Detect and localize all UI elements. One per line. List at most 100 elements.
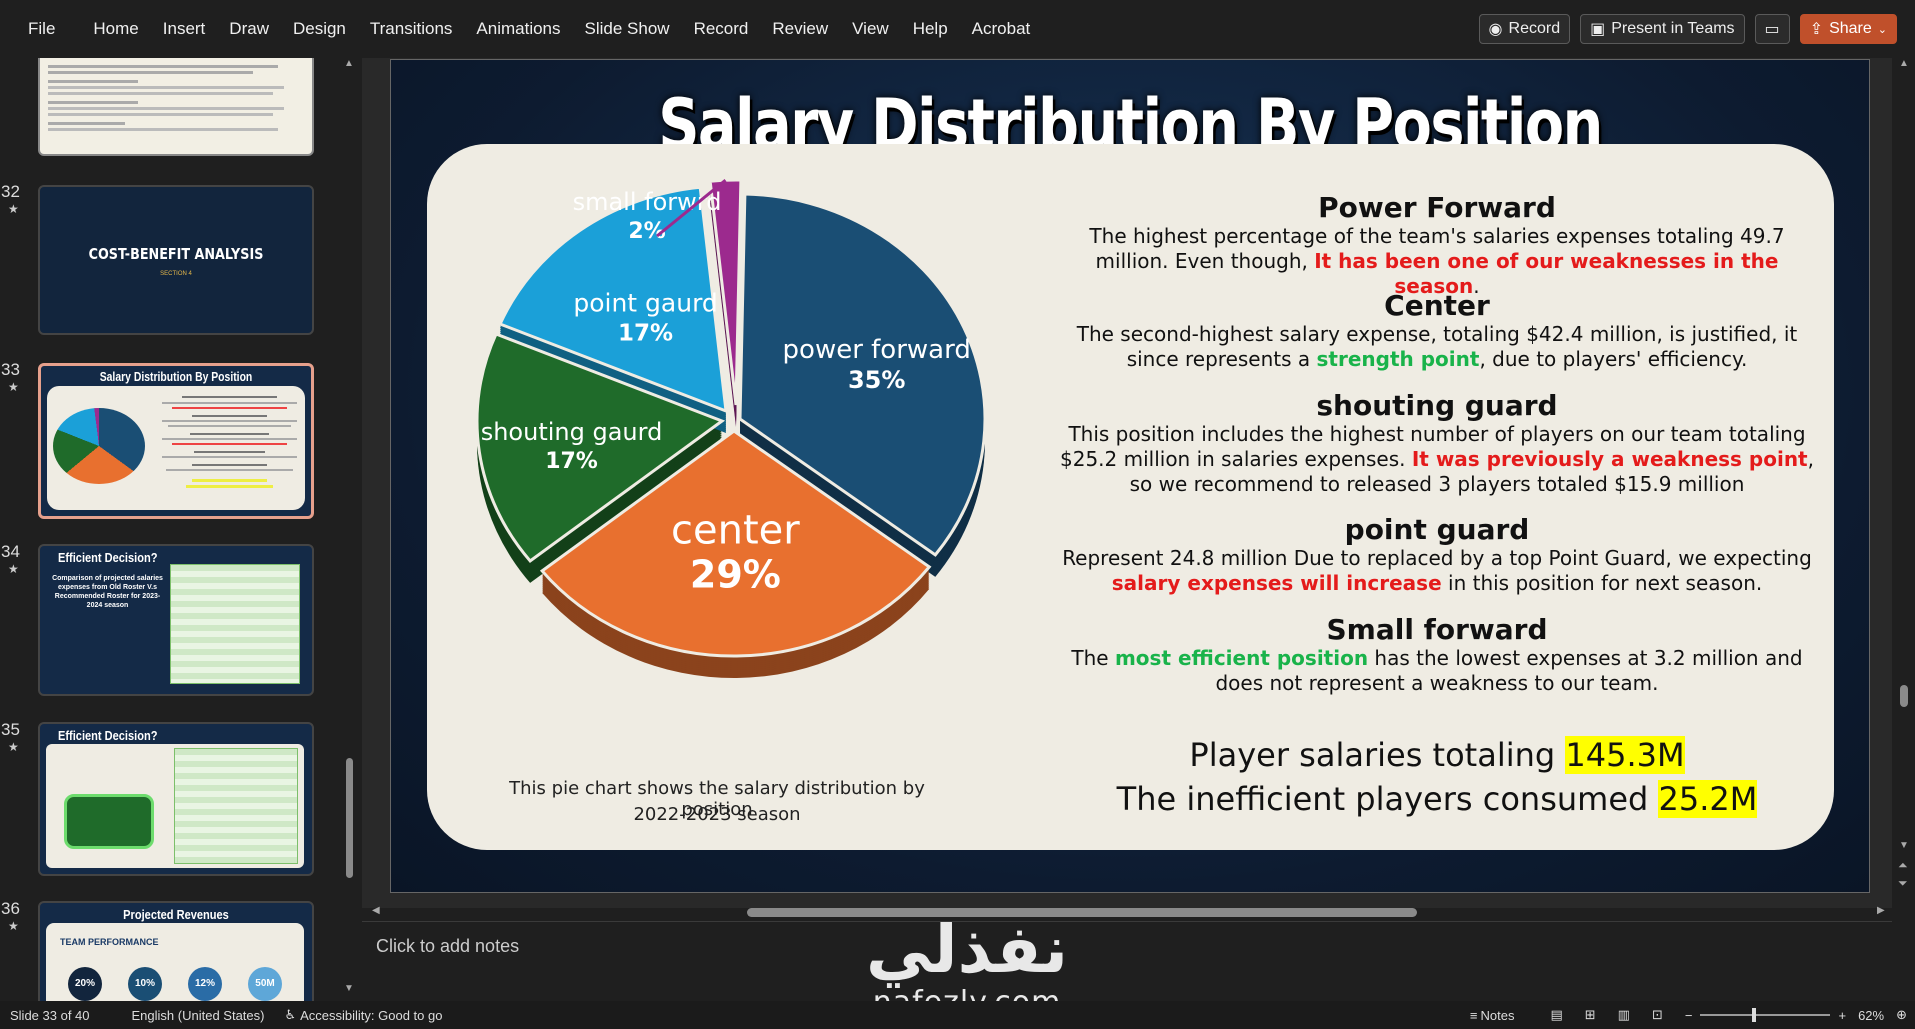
zoom-in-icon[interactable]: + [1838,1007,1847,1023]
star-icon: ★ [8,380,19,394]
language-indicator[interactable]: English (United States) [131,1007,265,1023]
slide-canvas[interactable]: Salary Distribution By Position power fo… [390,59,1870,893]
thumbnail-circle: 10% [128,967,162,1001]
pie-value-small-forwrd: 2% [628,219,665,244]
thumbnail-number: 33 [1,360,20,379]
notes-placeholder[interactable]: Click to add notes [376,936,520,956]
comments-button[interactable]: ▭ [1754,14,1790,44]
pie-slice-center [539,429,932,658]
total-salaries: Player salaries totaling 145.3M [1057,736,1817,774]
red-highlight: It has been one of our weaknesses in the… [1314,249,1779,298]
tab-draw[interactable]: Draw [229,19,269,38]
tab-acrobat[interactable]: Acrobat [971,19,1031,38]
content-panel: power forward 35% center 29% shouting gaurd 1… [427,144,1834,850]
scroll-up-icon: ▲ [1899,58,1909,69]
thumbnail-table [170,564,300,684]
scroll-down-icon: ▼ [344,983,354,994]
star-icon: ★ [8,919,19,933]
previous-slide-icon[interactable]: ⏶ [1898,858,1908,872]
zoom-slider[interactable] [1700,1008,1831,1022]
scrollbar-thumb[interactable] [1900,685,1908,707]
thumbnail-slide-36[interactable]: Projected Revenues TEAM PERFORMANCE 20% … [38,901,314,1001]
text: The highest percentage of the team's sal… [1089,224,1785,273]
share-icon: ⇪ [1809,21,1824,38]
tab-record[interactable]: Record [693,19,749,38]
notes-toggle[interactable]: Notes [1480,1007,1515,1023]
thumbnail-circle: 50M [248,967,282,1001]
record-icon: ◉ [1488,21,1503,38]
inefficient-label: The inefficient players consumed [1116,780,1659,818]
thumbnail-slide-35[interactable]: Efficient Decision? [38,722,314,876]
pie-slice-power-forward [738,192,987,557]
text: , so we recommend to released 3 players … [1129,447,1814,496]
comment-icon: ▭ [1764,21,1780,38]
thumbnail-scrollbar[interactable]: ▲ ▼ [343,58,355,1001]
notes-icon: ≡ [1469,1007,1478,1023]
tab-file[interactable]: File [28,19,56,38]
text: in this position for next season. [1441,571,1763,595]
thumbnail-slide-31[interactable] [38,58,314,156]
thumbnail-slide-33[interactable]: Salary Distribution By Position [38,363,314,519]
thumbnail-title: Efficient Decision? [58,550,158,565]
scroll-right-icon: ▶ [1877,905,1885,916]
text: , due to players' efficiency. [1479,347,1748,371]
vertical-scrollbar[interactable]: ▲ ▼ ⏶ ⏷ [1893,58,1915,1001]
tab-home[interactable]: Home [93,19,139,38]
scrollbar-thumb[interactable] [346,758,353,878]
section-text: The second-highest salary expense, total… [1057,322,1817,372]
reading-view-icon[interactable]: ▥ [1617,1007,1630,1022]
tab-slide-show[interactable]: Slide Show [584,19,670,38]
tab-transitions[interactable]: Transitions [369,19,453,38]
thumbnail-panel [47,386,305,510]
normal-view-icon[interactable]: ▤ [1550,1007,1563,1022]
pie-label-power-forward: power forward [783,335,971,365]
thumbnail-subtitle: SECTION 4 [160,271,192,277]
ribbon-actions: ◉ Record ▣ Present in Teams ▭ ⇪ Share ⌄ [1478,14,1897,44]
total-label: Player salaries totaling [1189,736,1566,774]
horizontal-scrollbar[interactable]: ◀ ▶ [362,903,1892,921]
tab-animations[interactable]: Animations [476,19,561,38]
section-heading: Small forward [1326,613,1548,646]
thumbnail-slide-32[interactable]: COST-BENEFIT ANALYSIS SECTION 4 [38,185,314,335]
text: This position includes the highest numbe… [1060,422,1806,471]
thumbnail-panel [46,744,304,868]
share-button[interactable]: ⇪ Share ⌄ [1799,14,1897,44]
zoom-slider-thumb[interactable] [1752,1008,1757,1022]
scrollbar-thumb[interactable] [747,908,1417,917]
tab-design[interactable]: Design [292,19,346,38]
text: The [1071,646,1115,670]
thumbnail-number: 35 [1,720,20,739]
present-in-teams-button[interactable]: ▣ Present in Teams [1580,14,1745,44]
share-label: Share [1829,20,1872,37]
zoom-out-icon[interactable]: − [1684,1007,1693,1023]
text: has the lowest expenses at 3.2 million a… [1215,646,1803,695]
thumbnail-circle: 20% [68,967,102,1001]
section-text: The most efficient position has the lowe… [1057,646,1817,696]
next-slide-icon[interactable]: ⏷ [1898,876,1908,890]
notes-pane[interactable]: Click to add notes [362,921,1892,1001]
tab-insert[interactable]: Insert [162,19,206,38]
zoom-level[interactable]: 62% [1858,1007,1885,1023]
teams-icon: ▣ [1590,21,1606,38]
tab-review[interactable]: Review [772,19,829,38]
tab-view[interactable]: View [852,19,889,38]
section-small-forward: Small forward The most efficient positio… [1057,614,1817,696]
thumbnail-slide-34[interactable]: Efficient Decision? Comparison of projec… [38,544,314,696]
red-highlight: salary expenses will increase [1111,571,1442,595]
star-icon: ★ [8,202,19,216]
slide-show-icon[interactable]: ⊡ [1651,1007,1663,1022]
slide-sorter-icon[interactable]: ⊞ [1584,1007,1596,1022]
text: . [1473,274,1480,298]
scroll-up-icon: ▲ [344,58,354,69]
scroll-down-icon: ▼ [1899,840,1909,851]
thumbnail-title: COST-BENEFIT ANALYSIS [88,245,264,263]
section-text: This position includes the highest numbe… [1057,422,1817,497]
record-button[interactable]: ◉ Record [1478,14,1571,44]
section-point-guard: point guard Represent 24.8 million Due t… [1057,514,1817,596]
slide-counter: Slide 33 of 40 [10,1007,90,1023]
scroll-left-icon: ◀ [372,905,380,916]
fit-to-window-icon[interactable]: ⊕ [1896,1007,1907,1022]
slide-thumbnail-pane: 32 ★ COST-BENEFIT ANALYSIS SECTION 4 33 … [0,58,335,1001]
tab-help[interactable]: Help [912,19,948,38]
accessibility-status[interactable]: Accessibility: Good to go [300,1007,443,1023]
